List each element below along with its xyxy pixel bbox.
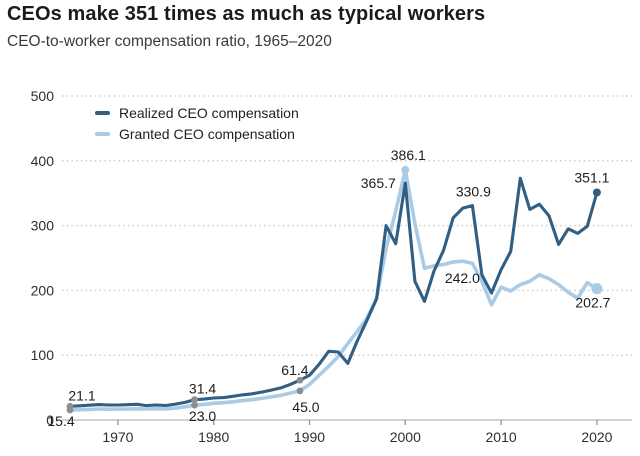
y-tick-label-500: 500: [31, 88, 55, 104]
point-label-2007-s1: 242.0: [445, 270, 480, 286]
point-label-2020-s1: 202.7: [575, 295, 610, 311]
legend-item-realized: Realized CEO compensation: [95, 103, 299, 122]
point-label-2000-s1: 386.1: [391, 147, 426, 163]
point-label-1978-s1: 23.0: [189, 408, 216, 424]
point-label-1978-s0: 31.4: [189, 381, 216, 397]
point-label-1965-s1: 15.4: [47, 413, 74, 429]
y-tick-label-0: 0: [46, 412, 54, 428]
granted-compensation-line: [68, 168, 599, 412]
legend: Realized CEO compensation Granted CEO co…: [95, 103, 299, 143]
point-label-1965-s0: 21.1: [68, 387, 95, 403]
y-tick-label-300: 300: [31, 218, 55, 234]
point-label-2007-s0: 330.9: [456, 184, 491, 200]
x-tick-label-1970: 1970: [102, 429, 133, 445]
point-label-2020-s0: 351.1: [574, 169, 609, 185]
point-dot-1989-s0: [296, 376, 304, 384]
point-dot-2020-s1: [591, 283, 603, 295]
y-tick-label-400: 400: [31, 153, 55, 169]
point-label-1989-s1: 45.0: [292, 399, 319, 415]
point-dot-1978-s0: [191, 396, 198, 404]
legend-label-realized: Realized CEO compensation: [119, 104, 299, 121]
chart-subtitle: CEO-to-worker compensation ratio, 1965–2…: [7, 33, 332, 50]
point-label-2000-s0: 365.7: [361, 175, 396, 191]
point-dot-1965-s1: [66, 406, 74, 414]
granted-line-swatch-icon: [95, 131, 110, 136]
point-dot-1989-s1: [296, 387, 304, 395]
x-tick-label-1980: 1980: [198, 429, 229, 445]
realized-line-swatch-icon: [95, 110, 110, 115]
legend-item-granted: Granted CEO compensation: [95, 124, 299, 143]
y-tick-label-100: 100: [31, 347, 55, 363]
x-tick-label-2010: 2010: [486, 429, 517, 445]
point-dot-1978-s1: [191, 401, 198, 409]
point-label-1989-s0: 61.4: [281, 362, 308, 378]
point-dot-2000-s1: [401, 165, 410, 174]
y-tick-label-200: 200: [31, 282, 55, 298]
point-dot-2020-s0: [592, 188, 601, 197]
x-tick-label-2020: 2020: [581, 429, 612, 445]
x-tick-label-1990: 1990: [294, 429, 325, 445]
legend-label-granted: Granted CEO compensation: [119, 125, 295, 142]
chart-title: CEOs make 351 times as much as typical w…: [7, 3, 486, 25]
x-tick-label-2000: 2000: [390, 429, 421, 445]
realized-compensation-line: [68, 176, 599, 408]
